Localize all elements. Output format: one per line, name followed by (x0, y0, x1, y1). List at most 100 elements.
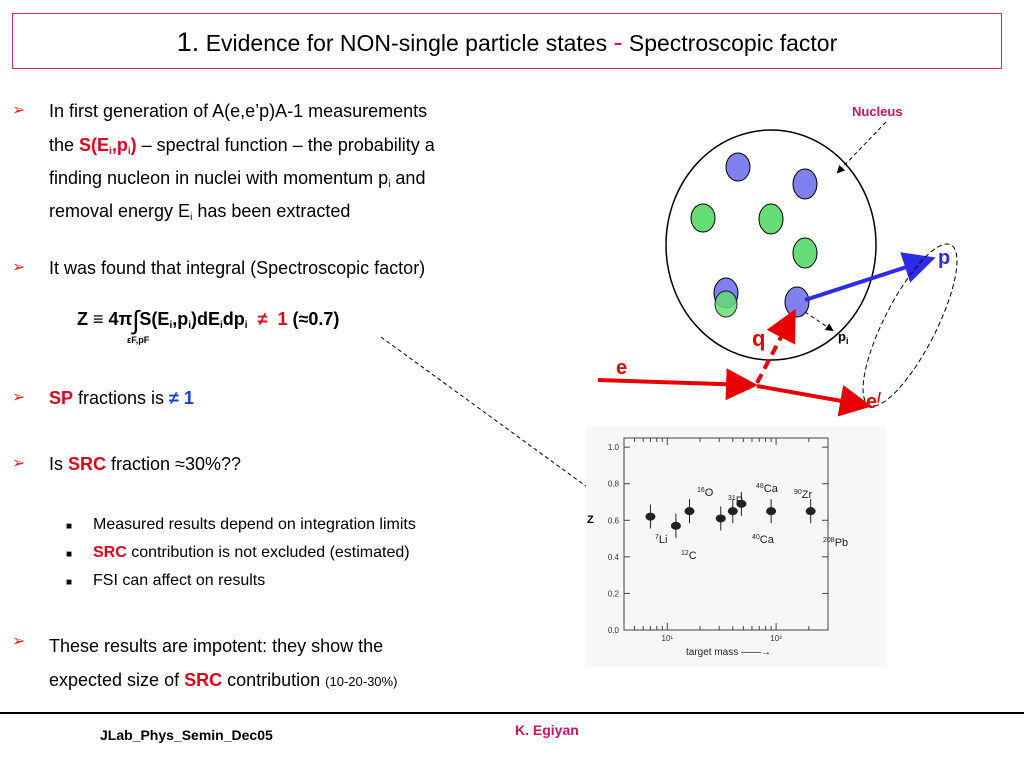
bullet-arrow-icon: ➢ (12, 455, 26, 472)
b1-l4s: i (190, 212, 193, 223)
b1-l3b: and (390, 168, 426, 188)
data-point (766, 507, 777, 516)
data-point (715, 514, 726, 523)
eprime-label: e/ (866, 389, 881, 413)
nucleon-neutron (758, 203, 784, 235)
nucleus-annotation: 7Li (655, 534, 667, 546)
bullet-3: SP fractions is ≠ 1 (49, 385, 194, 411)
plot-frame (623, 437, 829, 631)
nucleon-proton (725, 152, 751, 182)
b5-small: (10-20-30%) (325, 674, 398, 689)
pi-sub: i (846, 336, 849, 346)
f-int: S(E (139, 309, 170, 329)
bullet-arrow-icon: ➢ (12, 633, 26, 650)
b5-src: SRC (184, 670, 223, 690)
bullet-1-line3: finding nucleon in nuclei with momentum … (49, 165, 559, 198)
data-point (727, 507, 738, 516)
bullet-1-line2: the S(Ei,pi) – spectral function – the p… (49, 132, 559, 165)
nucleus-label: Nucleus (852, 104, 903, 119)
chart-background (586, 427, 886, 667)
nucleus-annotation: 31P (728, 495, 743, 507)
b5-post: contribution (222, 670, 326, 690)
final-state-ellipse (862, 243, 958, 407)
eprime-main: e (866, 391, 877, 413)
q-label: q (752, 326, 765, 351)
spectroscopic-chart: 0.0 0.2 0.4 0.6 0.8 1.0 10¹ 10² target mass ——→ Z… (587, 437, 848, 658)
nucleus-annotation: 208Pb (823, 537, 848, 549)
sub-bullet-3: FSI can affect on results (93, 572, 266, 589)
data-point (670, 521, 681, 530)
footer-left: JLab_Phys_Semin_Dec05 (100, 727, 273, 743)
title-part1: Evidence for NON-single particle states (205, 30, 608, 56)
nucleon-proton (792, 168, 818, 200)
y-tick-label: 1.0 (608, 443, 620, 452)
q-arrow (755, 308, 796, 384)
f-s4: i (244, 320, 248, 331)
pi-main: p (838, 329, 846, 344)
sub2-src: SRC (93, 544, 127, 561)
slide-title: 1. Evidence for NON-single particle stat… (13, 14, 1001, 71)
y-axis-label: Z (587, 514, 594, 526)
b1-pre: the (49, 135, 80, 155)
bullet-1-line1: In first generation of A(e,e’p)A-1 measu… (49, 101, 428, 121)
nucleon-neutron (714, 290, 738, 318)
y-tick-label: 0.0 (608, 626, 620, 635)
nucleus-annotation: 90Zr (794, 489, 813, 501)
nucleus-pointer (836, 121, 887, 174)
b1-l3a: finding nucleon in nuclei with momentum … (49, 168, 389, 188)
x-tick-label: 10¹ (662, 634, 674, 643)
f-lhs: Z ≡ 4π (77, 309, 133, 329)
x-tick-label: 10² (770, 634, 782, 643)
sub2-post: contribution is not excluded (estimated) (126, 544, 410, 561)
square-bullet-icon: ■ (66, 521, 73, 532)
b5-pre: expected size of (49, 670, 185, 690)
f-mid: ,p (172, 309, 189, 329)
f-s1: i (169, 320, 173, 331)
sfunc-c: ) (130, 135, 137, 155)
y-tick-label: 0.4 (608, 553, 620, 562)
bullet-1-line4: removal energy Ei has been extracted (49, 198, 559, 231)
electron-in-arrow (597, 368, 758, 401)
sp-term: SP (49, 388, 74, 408)
sfunc-a: S(E (79, 135, 110, 155)
f-one: 1 (277, 309, 288, 329)
nucleus-annotation: 12C (681, 550, 697, 562)
integral-sign: ∫ (132, 305, 140, 335)
nucleus-annotation: 16O (697, 487, 714, 499)
b3-text: fractions is (73, 388, 170, 408)
title-box: 1. Evidence for NON-single particle stat… (12, 13, 1002, 69)
pi-label: pi (838, 329, 848, 346)
nucleon-neutron (792, 237, 818, 269)
spectral-function: S(Ei,pi) (79, 135, 137, 157)
bullet-4: Is SRC fraction ≈30%?? (49, 451, 241, 477)
data-point (736, 499, 747, 508)
eprime-mark: / (877, 389, 881, 405)
sfunc-sub1: i (109, 146, 112, 157)
bullet-arrow-icon: ➢ (12, 102, 26, 119)
bullet-arrow-icon: ➢ (12, 259, 26, 276)
b1-l4a: removal energy E (49, 201, 191, 221)
title-dash: - (613, 27, 623, 57)
f-mid2: )dE (191, 309, 220, 329)
f-dp: dp (222, 309, 245, 329)
data-point (805, 507, 816, 516)
bullet-5: These results are impotent: they show th… (49, 629, 397, 699)
sub-bullet-2: SRC contribution is not excluded (estima… (93, 542, 410, 564)
nucleus-annotation: 40Ca (752, 534, 775, 546)
data-point (645, 512, 656, 521)
spectroscopic-formula: Z ≡ 4π∫S(Ei,pi)dEidpi ≠ 1 (≈0.7) (77, 305, 339, 336)
title-part2: Spectroscopic factor (628, 30, 838, 56)
sub-bullet-1: Measured results depend on integration l… (93, 516, 416, 533)
f-s2: i (188, 320, 191, 331)
b5-line1: These results are impotent: they show th… (49, 636, 384, 656)
sfunc-sub2: i (127, 146, 131, 157)
p-label: p (938, 247, 950, 269)
square-bullet-icon: ■ (66, 549, 73, 560)
b1-l4b: has been extracted (192, 201, 351, 221)
b1-l3s: i (388, 179, 391, 190)
nucleon-neutron (690, 203, 716, 233)
title-number: 1. (176, 27, 200, 57)
x-axis-label: target mass ——→ (686, 647, 771, 658)
bullet-2: It was found that integral (Spectroscopi… (49, 258, 426, 278)
y-tick-label: 0.6 (608, 516, 620, 525)
